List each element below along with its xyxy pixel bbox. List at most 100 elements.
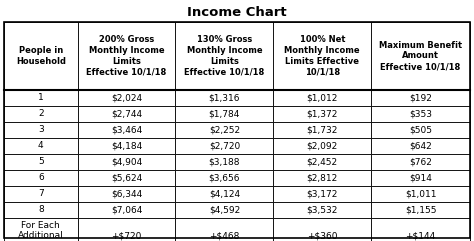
Text: $2,720: $2,720	[209, 141, 240, 150]
Bar	[175, 170, 273, 186]
Text: $2,092: $2,092	[307, 141, 338, 150]
Bar	[371, 154, 470, 170]
Text: Maximum Benefit
Amount
Effective 10/1/18: Maximum Benefit Amount Effective 10/1/18	[379, 41, 462, 71]
Text: $2,744: $2,744	[111, 109, 142, 119]
Text: $1,316: $1,316	[209, 94, 240, 102]
Text: $3,172: $3,172	[307, 189, 338, 199]
Bar	[78, 154, 175, 170]
Bar	[371, 218, 470, 241]
Text: 5: 5	[38, 158, 44, 167]
Bar	[175, 138, 273, 154]
Text: $3,532: $3,532	[307, 206, 338, 214]
Bar	[4, 22, 78, 90]
Text: $4,124: $4,124	[209, 189, 240, 199]
Text: 3: 3	[38, 126, 44, 134]
Text: $7,064: $7,064	[111, 206, 142, 214]
Text: $2,812: $2,812	[307, 174, 338, 182]
Text: 200% Gross
Monthly Income
Limits
Effective 10/1/18: 200% Gross Monthly Income Limits Effecti…	[86, 35, 167, 77]
Bar	[273, 154, 371, 170]
Text: 1: 1	[38, 94, 44, 102]
Bar	[273, 170, 371, 186]
Bar	[371, 202, 470, 218]
Bar	[4, 154, 78, 170]
Bar	[4, 218, 78, 241]
Bar	[273, 218, 371, 241]
Bar	[175, 202, 273, 218]
Bar	[4, 90, 78, 106]
Text: $2,024: $2,024	[111, 94, 142, 102]
Text: 6: 6	[38, 174, 44, 182]
Bar	[78, 202, 175, 218]
Text: 4: 4	[38, 141, 44, 150]
Text: $2,252: $2,252	[209, 126, 240, 134]
Bar	[273, 90, 371, 106]
Text: $762: $762	[409, 158, 432, 167]
Bar	[175, 122, 273, 138]
Bar	[371, 138, 470, 154]
Text: $4,184: $4,184	[111, 141, 142, 150]
Text: $353: $353	[409, 109, 432, 119]
Bar	[371, 106, 470, 122]
Bar	[273, 122, 371, 138]
Text: 2: 2	[38, 109, 44, 119]
Text: $1,372: $1,372	[307, 109, 338, 119]
Bar	[273, 202, 371, 218]
Bar	[78, 22, 175, 90]
Text: +$360: +$360	[307, 232, 337, 241]
Bar	[4, 138, 78, 154]
Bar	[273, 138, 371, 154]
Bar	[175, 186, 273, 202]
Bar	[4, 106, 78, 122]
Text: $5,624: $5,624	[111, 174, 142, 182]
Bar	[78, 106, 175, 122]
Bar	[371, 170, 470, 186]
Bar	[273, 186, 371, 202]
Bar	[4, 202, 78, 218]
Text: $1,011: $1,011	[405, 189, 437, 199]
Text: 8: 8	[38, 206, 44, 214]
Bar	[175, 218, 273, 241]
Bar	[4, 22, 470, 238]
Bar	[78, 122, 175, 138]
Text: 7: 7	[38, 189, 44, 199]
Bar	[78, 170, 175, 186]
Bar	[175, 106, 273, 122]
Text: $192: $192	[409, 94, 432, 102]
Bar	[78, 218, 175, 241]
Text: Income Chart: Income Chart	[187, 7, 287, 20]
Text: $1,155: $1,155	[405, 206, 437, 214]
Bar	[78, 138, 175, 154]
Text: $914: $914	[409, 174, 432, 182]
Bar	[175, 154, 273, 170]
Bar	[273, 106, 371, 122]
Bar	[4, 122, 78, 138]
Text: $1,784: $1,784	[209, 109, 240, 119]
Text: $2,452: $2,452	[307, 158, 338, 167]
Text: $6,344: $6,344	[111, 189, 142, 199]
Text: $505: $505	[409, 126, 432, 134]
Text: $3,188: $3,188	[209, 158, 240, 167]
Text: +$144: +$144	[405, 232, 436, 241]
Text: $642: $642	[409, 141, 432, 150]
Text: $4,592: $4,592	[209, 206, 240, 214]
Text: For Each
Additional
Person Add: For Each Additional Person Add	[16, 221, 66, 241]
Bar	[371, 22, 470, 90]
Text: $1,732: $1,732	[307, 126, 338, 134]
Text: 100% Net
Monthly Income
Limits Effective
10/1/18: 100% Net Monthly Income Limits Effective…	[284, 35, 360, 77]
Text: $3,464: $3,464	[111, 126, 142, 134]
Bar	[78, 186, 175, 202]
Text: 130% Gross
Monthly Income
Limits
Effective 10/1/18: 130% Gross Monthly Income Limits Effecti…	[184, 35, 264, 77]
Bar	[371, 122, 470, 138]
Text: $1,012: $1,012	[307, 94, 338, 102]
Bar	[175, 90, 273, 106]
Text: $3,656: $3,656	[209, 174, 240, 182]
Bar	[371, 90, 470, 106]
Bar	[371, 186, 470, 202]
Text: People in
Household: People in Household	[16, 46, 66, 66]
Bar	[4, 170, 78, 186]
Bar	[273, 22, 371, 90]
Bar	[4, 186, 78, 202]
Text: +$720: +$720	[111, 232, 142, 241]
Text: +$468: +$468	[209, 232, 239, 241]
Text: $4,904: $4,904	[111, 158, 142, 167]
